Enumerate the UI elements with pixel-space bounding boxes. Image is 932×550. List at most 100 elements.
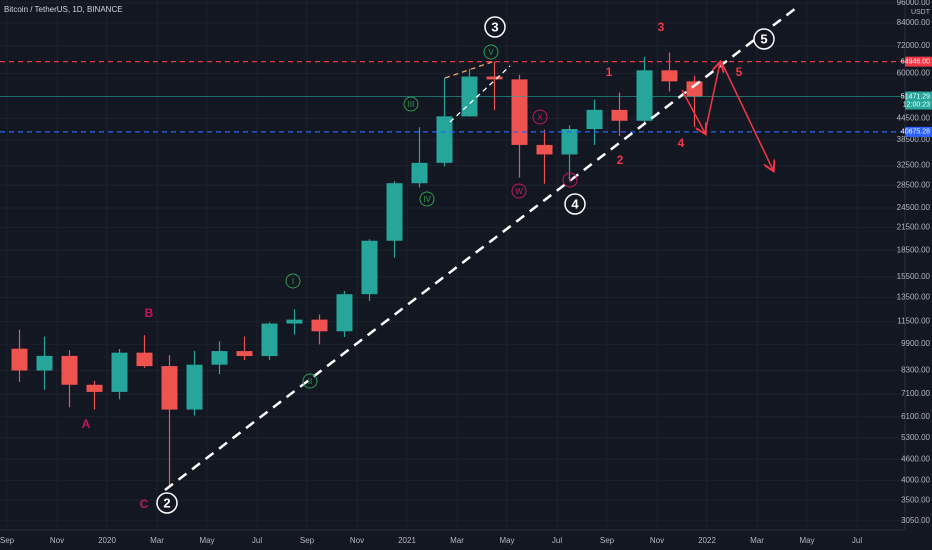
drawings — [164, 4, 801, 491]
candle-body — [411, 162, 428, 184]
candle-body — [511, 79, 528, 145]
x-tick-label: 2022 — [698, 536, 716, 545]
candle-body — [186, 364, 203, 410]
x-tick-label: 2021 — [398, 536, 416, 545]
x-tick-label: 2020 — [98, 536, 116, 545]
price-tag — [905, 56, 932, 67]
x-tick-label: Sep — [300, 536, 315, 545]
y-tick-label: 21500.00 — [897, 223, 931, 232]
wave-label: C — [140, 497, 149, 511]
candle-body — [236, 351, 253, 357]
y-tick-label: 44500.00 — [897, 114, 931, 123]
wave-label: 2 — [617, 153, 624, 167]
wave-label: 4 — [571, 196, 579, 211]
x-tick-label: Nov — [50, 536, 64, 545]
candle-body — [561, 129, 578, 155]
price-tag — [905, 91, 932, 110]
wave-circle — [484, 16, 506, 38]
candles — [11, 52, 703, 488]
y-tick-label: 32500.00 — [897, 161, 931, 170]
wave-label: II — [308, 377, 312, 386]
x-tick-label: Mar — [450, 536, 464, 545]
y-tick-label: 84000.00 — [897, 18, 931, 27]
candle-body — [336, 294, 353, 332]
candle-body — [161, 366, 178, 410]
channel-line — [449, 65, 511, 123]
y-tick-label: 60000.00 — [897, 69, 931, 78]
wave-label: 2 — [163, 495, 170, 510]
candle-body — [136, 352, 153, 367]
wave-circle — [156, 492, 178, 514]
price-tag — [905, 126, 932, 137]
x-tick-label: Mar — [750, 536, 764, 545]
projection-arrow — [704, 63, 720, 134]
x-tick-label: May — [499, 536, 514, 545]
currency: USDT — [911, 9, 931, 16]
price-lines — [0, 60, 905, 133]
x-tick-label: Nov — [650, 536, 664, 545]
y-tick-label: 18500.00 — [897, 245, 931, 254]
y-tick-label: 8300.00 — [901, 366, 930, 375]
x-tick-label: Jul — [252, 536, 262, 545]
wave-label: 3 — [491, 19, 498, 34]
candle-body — [486, 76, 503, 80]
wave-label: III — [408, 100, 415, 109]
candle-body — [211, 351, 228, 365]
x-tick-label: May — [199, 536, 214, 545]
wave-circle — [511, 183, 527, 199]
y-tick-label: 38500.00 — [897, 135, 931, 144]
y-tick-label: 6100.00 — [901, 412, 930, 421]
x-tick-label: Jul — [852, 536, 862, 545]
y-tick-label: 3500.00 — [901, 495, 930, 504]
candle-body — [686, 81, 703, 97]
candle-body — [11, 348, 28, 371]
wave-circle — [302, 373, 318, 389]
wave-circle — [562, 172, 578, 188]
wave-label: V — [488, 48, 494, 57]
wave-label: 3 — [658, 20, 665, 34]
candle-body — [286, 319, 303, 324]
y-tick-label: 4000.00 — [901, 475, 930, 484]
grid — [0, 0, 905, 530]
candle-body — [86, 384, 103, 392]
y-tick-label: 13500.00 — [897, 293, 931, 302]
x-tick-label: Sep — [600, 536, 615, 545]
price-tag-label: 51471.29 — [901, 93, 930, 100]
wave-label: B — [145, 306, 154, 320]
y-tick-label: 9900.00 — [901, 339, 930, 348]
price-tag-label: 40675.28 — [901, 129, 930, 136]
price-tag-label: 64946.00 — [901, 58, 930, 65]
candle-body — [586, 109, 603, 130]
wave-label: A — [82, 417, 91, 431]
y-tick-label: 3050.00 — [901, 516, 930, 525]
candle-body — [661, 70, 678, 82]
price-tag-time: 12:00:23 — [903, 101, 930, 108]
candle-body — [636, 70, 653, 121]
projection-arrow — [681, 89, 705, 133]
y-tick-label: 28500.00 — [897, 180, 931, 189]
wave-circle — [753, 28, 775, 50]
wave-label: 5 — [760, 31, 767, 46]
wave-label: IV — [423, 195, 431, 204]
y-tick-label: 72000.00 — [897, 41, 931, 50]
y-tick-label: 24500.00 — [897, 203, 931, 212]
candle-body — [111, 352, 128, 392]
wave-circle — [403, 96, 419, 112]
x-tick-label: Sep — [0, 536, 15, 545]
candle-body — [386, 183, 403, 241]
candle-body — [436, 116, 453, 163]
chart-title: Bitcoin / TetherUS, 1D, BINANCE — [4, 5, 123, 14]
y-tick-label: 5300.00 — [901, 433, 930, 442]
y-tick-label: 7100.00 — [901, 389, 930, 398]
wave-circle — [419, 191, 435, 207]
y-tick-label: 4600.00 — [901, 454, 930, 463]
trend-line — [164, 4, 801, 491]
candle-body — [261, 323, 278, 357]
wave-label: W — [515, 187, 523, 196]
wave-label: 1 — [606, 65, 613, 79]
wave-label: 5 — [736, 65, 743, 79]
y-tick-label: 96000.00 — [897, 0, 931, 7]
x-tick-label: Mar — [150, 536, 164, 545]
wave-label: X — [537, 113, 543, 122]
